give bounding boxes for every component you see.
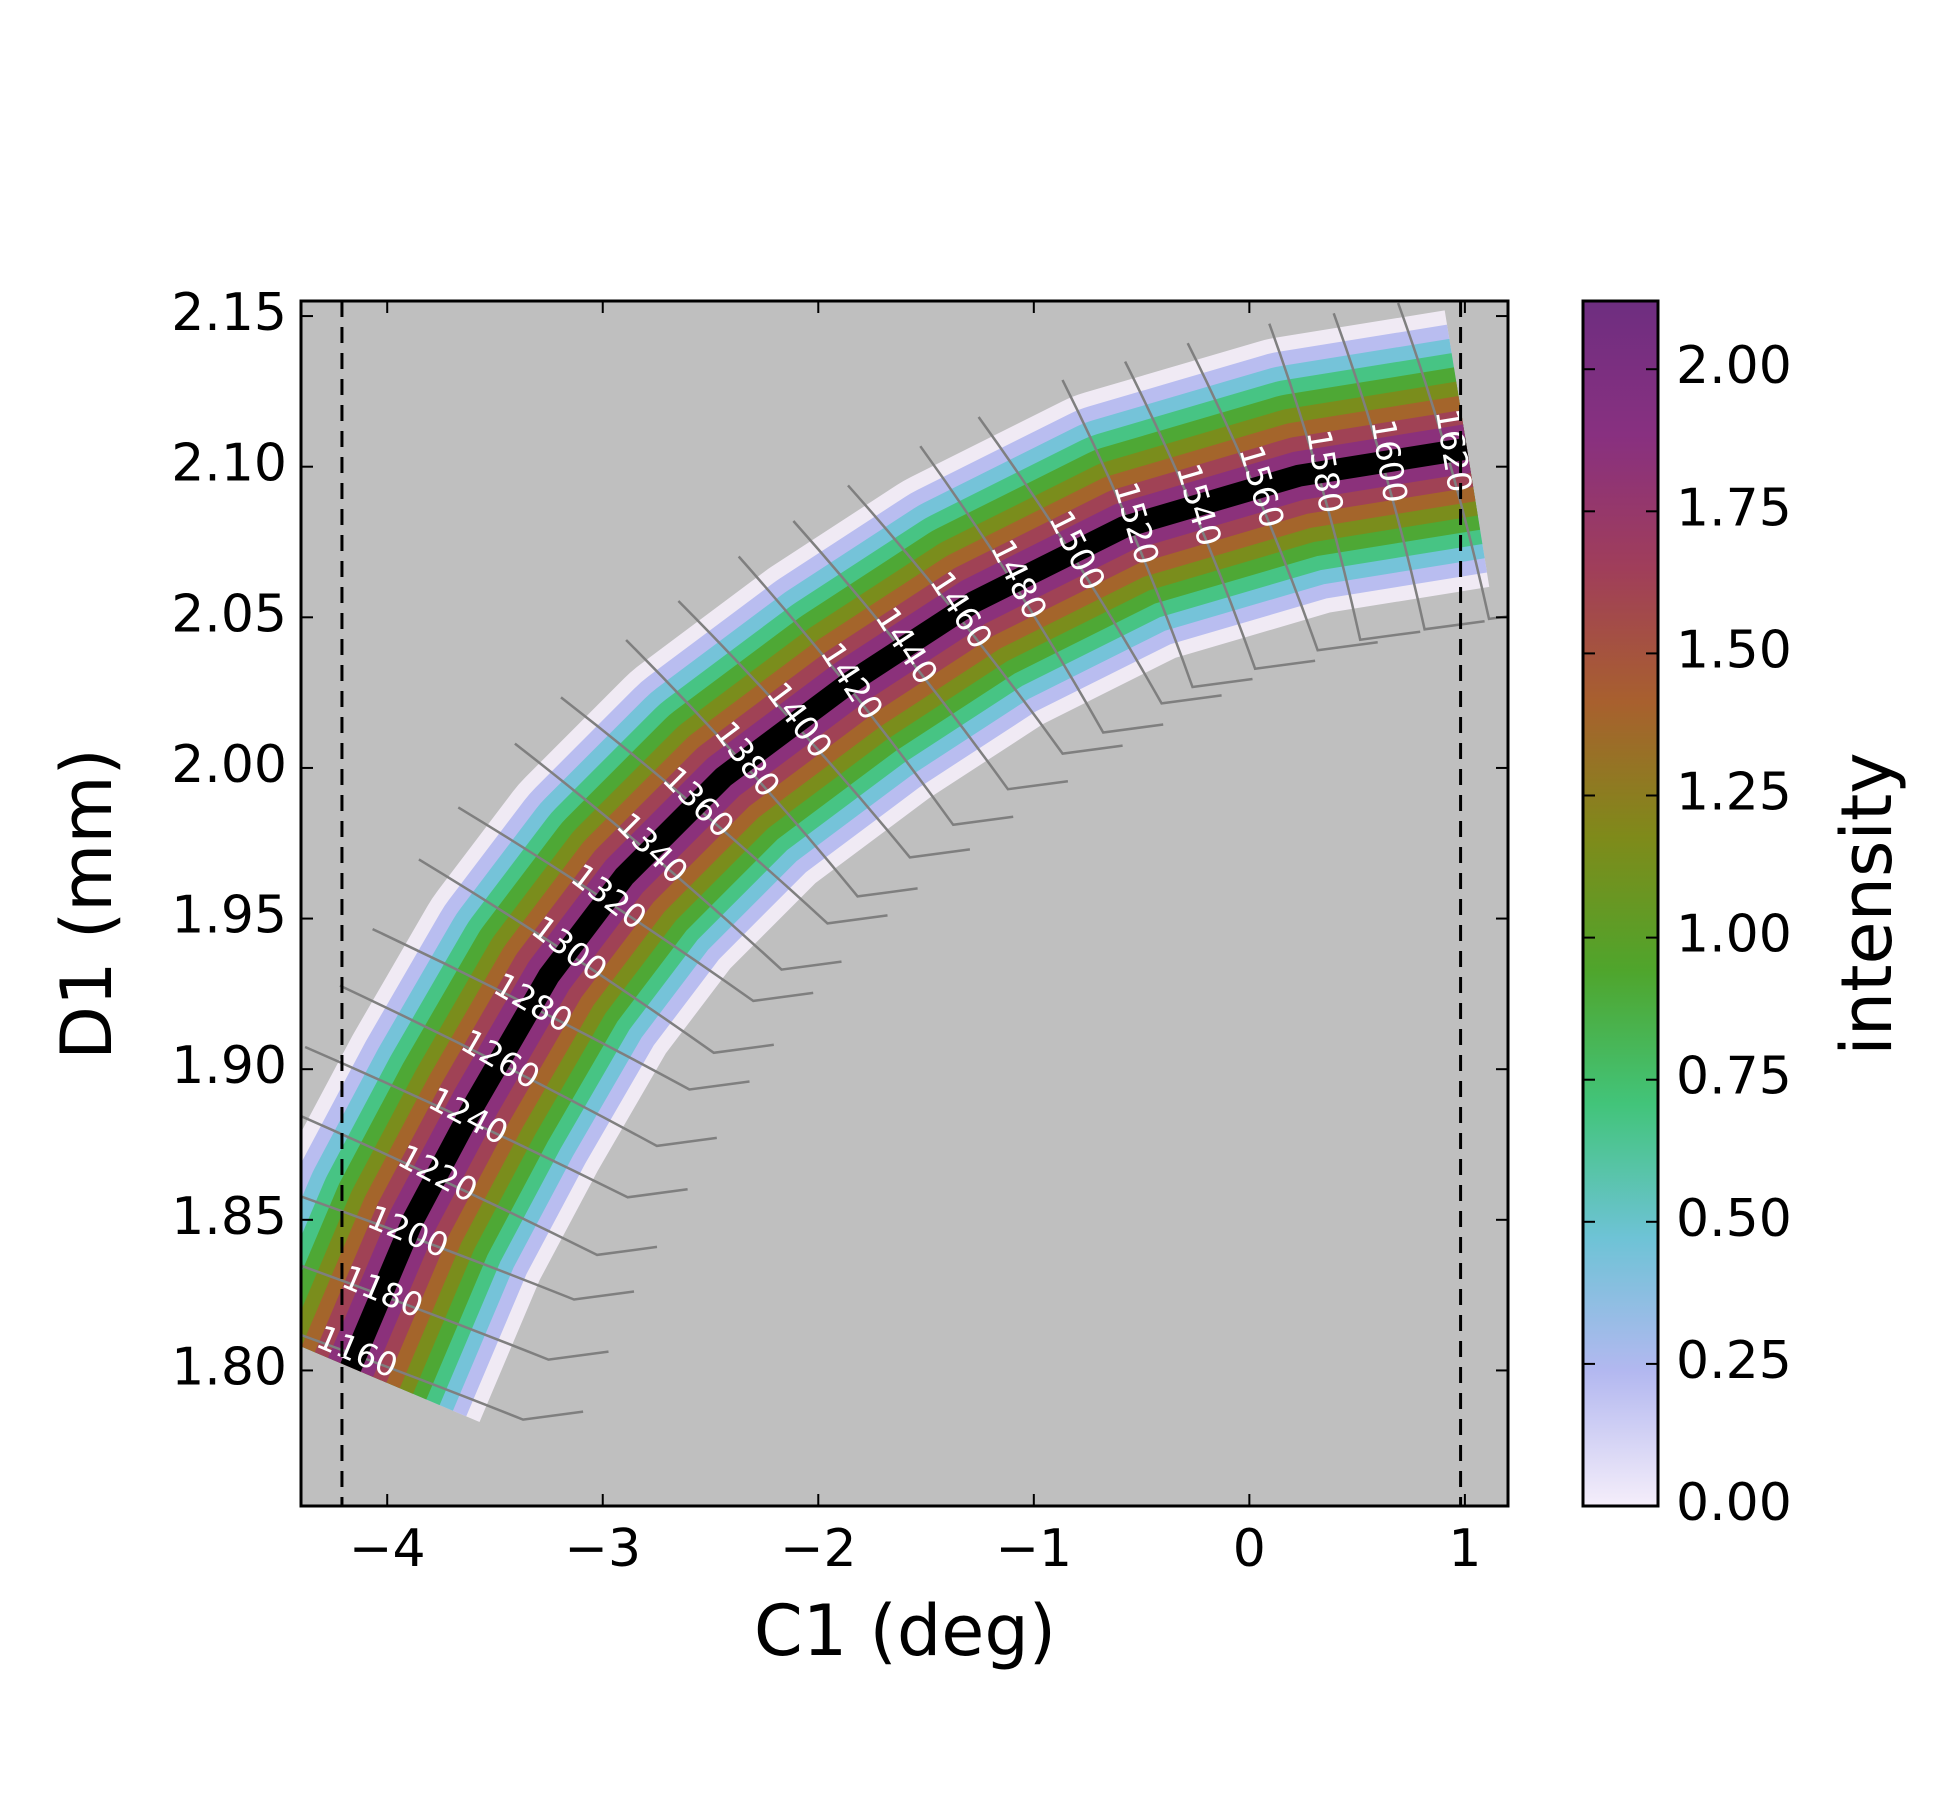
x-tick-label: 0 [1233,1519,1266,1579]
colorbar-tick-label: 0.00 [1676,1473,1792,1533]
colorbar-tick-label: 0.25 [1676,1331,1792,1391]
contour-line [677,600,971,859]
contour-line [919,445,1164,734]
x-tick-label: 1 [1448,1519,1481,1579]
contour-line [1268,323,1421,642]
contour-line [1061,379,1253,689]
y-tick-label: 1.85 [171,1187,287,1247]
x-axis-label: C1 (deg) [754,1590,1056,1672]
contour-line [1186,342,1378,652]
y-tick-label: 2.05 [171,584,287,644]
contour-line [737,555,1014,827]
colorbar-tick-label: 2.00 [1676,336,1792,396]
plot-layer: 1160118012001220124012601280130013201340… [301,301,1508,1506]
colorbar [1581,299,1660,1508]
y-tick-label: 1.95 [171,886,287,946]
colorbar-tick-label: 1.75 [1676,478,1792,538]
y-tick-label: 2.00 [171,735,287,795]
x-tick-label: −3 [564,1519,641,1579]
plot-frame [299,299,1510,1508]
y-tick-label: 2.15 [171,283,287,343]
x-tick-label: −2 [780,1519,857,1579]
colorbar-label: intensity [1826,752,1908,1055]
colorbar-tick-label: 1.50 [1676,620,1792,680]
ridge-line [340,437,1469,1372]
y-tick-label: 1.80 [171,1337,287,1397]
contour-line [1123,361,1316,671]
contour-line [847,484,1123,755]
contour-line [977,416,1222,705]
contour-line [1332,312,1485,631]
colorbar-tick-label: 1.00 [1676,905,1792,965]
contour-line [1396,302,1508,621]
x-tick-label: −4 [349,1519,426,1579]
colorbar-tick-label: 0.50 [1676,1189,1792,1249]
x-tick-label: −1 [995,1519,1072,1579]
y-axis-label: D1 (mm) [46,748,128,1060]
y-tick-label: 1.90 [171,1036,287,1096]
contour-line [792,520,1069,791]
colorbar-tick-label: 0.75 [1676,1047,1792,1107]
colorbar-tick-label: 1.25 [1676,763,1792,823]
y-tick-label: 2.10 [171,434,287,494]
